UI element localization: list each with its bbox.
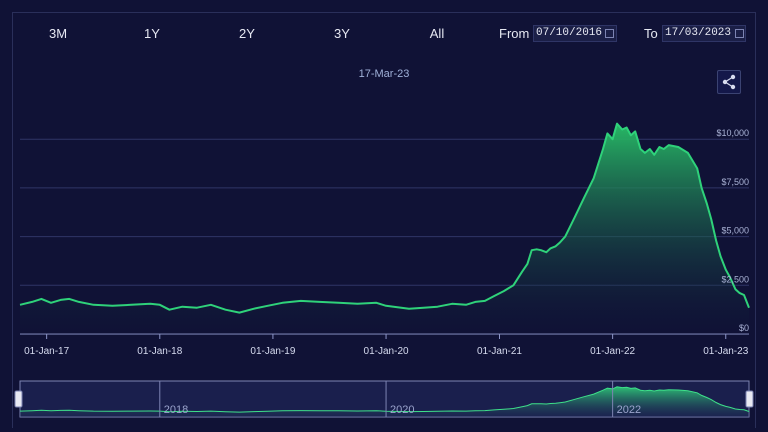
calendar-icon[interactable]	[735, 29, 744, 38]
share-button[interactable]	[717, 70, 741, 94]
from-label: From	[499, 26, 530, 41]
range-button-all[interactable]: All	[429, 26, 445, 41]
calendar-icon[interactable]	[605, 29, 614, 38]
range-button-2y[interactable]: 2Y	[239, 26, 255, 41]
chart-frame	[12, 12, 756, 428]
from-date-input[interactable]: 07/10/2016	[533, 25, 617, 42]
to-label: To	[644, 26, 658, 41]
range-button-3y[interactable]: 3Y	[334, 26, 350, 41]
range-button-1y[interactable]: 1Y	[144, 26, 160, 41]
range-button-3m[interactable]: 3M	[48, 26, 68, 41]
to-date-input[interactable]: 17/03/2023	[662, 25, 746, 42]
share-icon	[722, 74, 736, 90]
hover-date-label: 17-Mar-23	[358, 68, 410, 80]
